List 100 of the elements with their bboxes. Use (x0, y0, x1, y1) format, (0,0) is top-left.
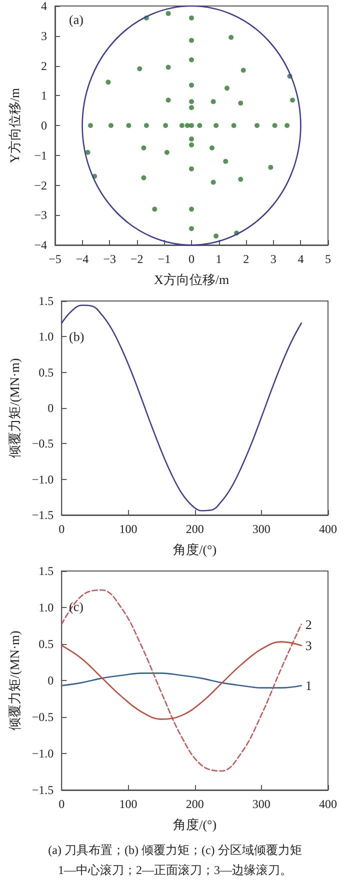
series-label: 3 (305, 638, 312, 653)
y-tick-label: −0.5 (32, 710, 54, 724)
line-series (61, 641, 302, 720)
point (189, 136, 194, 142)
y-tick-label: 1.5 (38, 294, 54, 308)
point (164, 150, 170, 155)
point (166, 98, 171, 103)
series-label: 1 (305, 678, 312, 694)
x-tick-label: 0 (58, 522, 65, 536)
point (197, 123, 202, 128)
point (144, 123, 149, 128)
y-tick-label: 1.0 (38, 600, 54, 614)
point (254, 123, 260, 128)
point (189, 38, 194, 43)
point (268, 164, 274, 170)
point (209, 145, 214, 150)
point (238, 176, 244, 182)
point (179, 123, 184, 128)
y-axis-title: 倾覆力矩/(MN·m) (7, 358, 22, 458)
point (238, 100, 244, 106)
line-series (61, 304, 302, 512)
y-tick-label: −4 (34, 238, 47, 252)
x-tick-label: 400 (319, 522, 337, 536)
x-tick-label: 2 (243, 252, 250, 266)
point (106, 80, 111, 85)
point (166, 64, 171, 70)
y-tick-label: 4 (41, 0, 47, 13)
x-tick-label: 100 (119, 522, 138, 536)
x-tick-label: −4 (76, 252, 89, 266)
point (284, 123, 290, 128)
y-tick-label: −1 (34, 148, 47, 162)
text: (a) 刀具布置；(b) 倾覆力矩；(c) 分区域倾覆力矩 (47, 842, 303, 859)
y-tick-label: −3 (34, 208, 47, 222)
point (214, 123, 219, 128)
series-label: 2 (305, 616, 312, 632)
point (240, 68, 246, 73)
y-tick-label: −1.5 (32, 508, 54, 522)
y-tick-label: 2 (41, 58, 47, 73)
point (224, 86, 230, 91)
x-tick-label: 100 (119, 797, 138, 811)
y-tick-label: −1.5 (32, 783, 54, 797)
point (141, 145, 146, 150)
text: (a) (69, 12, 84, 27)
y-tick-label: 1.0 (38, 330, 54, 344)
point (210, 99, 216, 104)
x-tick-label: 0 (58, 797, 65, 811)
x-tick-label: −5 (48, 252, 62, 266)
y-tick-label: −1.0 (32, 746, 54, 760)
point (228, 34, 234, 40)
x-tick-label: −3 (103, 252, 116, 266)
x-tick-label: 1 (216, 252, 222, 266)
x-tick-label: −1 (158, 252, 171, 266)
y-tick-label: −2 (34, 178, 47, 192)
y-tick-label: −1.0 (32, 472, 54, 486)
y-tick-label: 3 (41, 28, 47, 43)
y-tick-label: 1 (41, 88, 47, 103)
x-tick-label: 5 (325, 252, 331, 266)
point (141, 175, 146, 180)
y-axis-title: Y方向位移/m (7, 88, 22, 164)
x-axis-title: 角度/(°) (173, 542, 217, 557)
x-tick-label: −2 (130, 252, 144, 266)
y-tick-label: −0.5 (32, 436, 54, 451)
line-series (61, 589, 302, 772)
point (189, 99, 194, 104)
point (189, 57, 194, 62)
x-tick-label: 3 (270, 252, 276, 266)
y-tick-label: 0 (48, 401, 54, 415)
point (189, 142, 194, 148)
y-tick-label: 1.5 (38, 564, 54, 578)
point (126, 123, 132, 128)
point (210, 180, 216, 185)
point (108, 123, 114, 128)
y-tick-label: 0.5 (38, 637, 54, 651)
point (189, 82, 194, 88)
point (137, 66, 142, 72)
point (166, 10, 171, 16)
x-tick-label: 200 (186, 522, 204, 536)
point (223, 158, 228, 164)
line-series (61, 672, 302, 688)
y-axis-title: 倾覆力矩/(MN·m) (7, 630, 22, 730)
point (189, 226, 194, 232)
y-tick-label: 0 (41, 118, 47, 132)
point (152, 206, 158, 212)
point (85, 150, 90, 155)
x-tick-label: 400 (319, 797, 337, 811)
x-tick-label: 300 (252, 522, 270, 536)
point (189, 15, 194, 20)
x-axis-title: X方向位移/m (154, 272, 230, 287)
x-tick-label: 4 (298, 252, 304, 266)
x-tick-label: 300 (252, 797, 270, 811)
y-tick-label: 0.5 (38, 365, 54, 380)
point (163, 123, 168, 128)
point (214, 234, 219, 239)
point (231, 123, 236, 128)
point (189, 105, 194, 110)
point (189, 166, 194, 172)
y-tick-label: 0 (48, 674, 54, 688)
x-axis-title: 角度/(°) (173, 817, 217, 832)
point (189, 206, 194, 212)
point (88, 123, 93, 128)
